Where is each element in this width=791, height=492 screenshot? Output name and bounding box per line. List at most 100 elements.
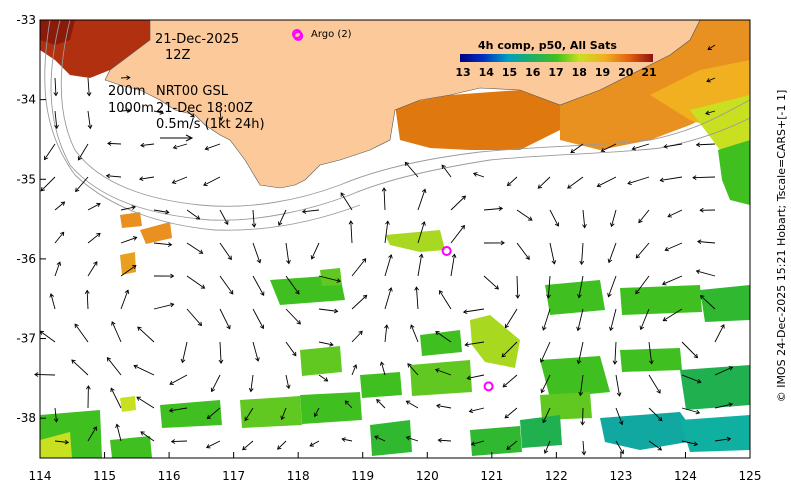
current-arrow: [468, 407, 485, 414]
current-arrow: [140, 431, 155, 442]
current-arrow: [464, 341, 485, 347]
colorbar-tick-label: 15: [502, 66, 517, 79]
current-arrow: [285, 308, 301, 325]
current-arrow: [699, 207, 716, 213]
current-vectors: [34, 44, 734, 456]
current-arrow: [54, 439, 70, 445]
y-tick-label: -34: [16, 93, 36, 107]
current-arrow: [648, 440, 663, 451]
x-tick-label: 115: [93, 469, 116, 483]
current-arrow: [501, 341, 518, 358]
current-arrow: [417, 188, 427, 211]
current-arrow: [34, 372, 56, 377]
current-arrow: [384, 254, 393, 277]
current-arrow: [537, 176, 551, 189]
x-tick-label: 120: [416, 469, 439, 483]
current-arrow: [577, 275, 584, 299]
argo-float-marker: [483, 381, 494, 392]
x-tick-label: 124: [674, 469, 697, 483]
current-arrow: [120, 205, 136, 211]
current-arrow: [695, 269, 716, 277]
current-arrow: [483, 206, 504, 212]
current-arrow: [615, 374, 622, 397]
current-arrow: [310, 242, 320, 260]
current-arrow: [472, 172, 485, 178]
current-arrow: [71, 359, 89, 376]
current-arrow: [120, 265, 137, 277]
argo-legend-icon: [292, 29, 302, 39]
y-tick-label: -38: [16, 411, 36, 425]
current-arrow: [252, 341, 260, 362]
current-arrow: [697, 239, 716, 245]
current-arrow: [441, 164, 452, 178]
current-arrow: [436, 403, 452, 409]
x-tick-label: 114: [29, 469, 52, 483]
current-arrow: [516, 242, 530, 260]
current-arrow: [242, 440, 254, 451]
current-arrow: [318, 341, 334, 347]
current-arrow: [546, 275, 551, 299]
current-arrow: [318, 308, 339, 314]
product-time: 21-Dec 18:00Z: [156, 101, 253, 116]
current-arrow: [344, 400, 353, 409]
current-arrow: [218, 341, 224, 365]
sst-patches: [40, 20, 750, 458]
current-arrow: [434, 368, 452, 376]
current-arrow: [172, 143, 188, 150]
current-arrow: [707, 44, 716, 51]
current-arrow: [549, 209, 560, 227]
current-arrow: [351, 258, 367, 277]
current-arrow: [318, 275, 342, 283]
current-arrow: [580, 407, 585, 426]
current-arrow: [285, 341, 297, 357]
current-arrow: [252, 242, 262, 264]
current-arrow: [506, 440, 518, 450]
current-arrow: [186, 209, 201, 220]
current-arrow: [462, 308, 485, 315]
current-arrow: [516, 209, 533, 221]
current-arrow: [244, 407, 254, 422]
argo-float-marker: [441, 245, 452, 256]
current-arrow: [219, 275, 234, 295]
current-arrow: [567, 176, 584, 189]
current-arrow: [120, 236, 138, 244]
colorbar-tick-label: 18: [572, 66, 587, 79]
current-arrow: [186, 275, 206, 289]
colorbar-ticks: 13 14 15 16 17 18 19 20 21: [455, 66, 656, 79]
current-arrow: [405, 435, 419, 442]
colorbar: [460, 54, 653, 62]
current-arrow: [450, 224, 465, 244]
current-arrow: [180, 341, 188, 364]
current-arrow: [106, 357, 122, 376]
current-arrow: [714, 324, 725, 343]
current-arrow: [681, 374, 702, 384]
current-arrow: [140, 142, 155, 148]
current-arrow: [171, 176, 188, 184]
credit-text: © IMOS 24-Dec-2025 15:21 Hobart; Tscale=…: [775, 90, 788, 403]
current-arrow: [120, 108, 132, 113]
current-arrow: [407, 363, 419, 376]
current-arrow: [153, 110, 165, 115]
current-arrow: [44, 143, 56, 161]
legend-1000m: 1000m: [108, 101, 154, 116]
current-arrow: [84, 289, 90, 310]
current-arrow: [648, 407, 663, 422]
current-arrow: [107, 141, 122, 146]
current-arrow: [278, 209, 287, 226]
current-arrow: [627, 176, 650, 186]
current-arrow: [87, 202, 101, 211]
x-tick-label: 123: [609, 469, 632, 483]
current-arrow: [115, 423, 122, 442]
current-arrow: [120, 75, 131, 81]
current-arrow: [607, 242, 617, 264]
current-arrow: [49, 293, 56, 310]
current-arrow: [53, 77, 59, 97]
current-arrow: [615, 407, 624, 426]
current-arrow: [543, 440, 551, 454]
current-arrow: [153, 302, 175, 310]
current-arrow: [437, 437, 452, 443]
current-arrow: [635, 242, 650, 259]
x-tick-label: 117: [222, 469, 245, 483]
colorbar-tick-label: 21: [641, 66, 656, 79]
current-arrow: [54, 201, 66, 211]
